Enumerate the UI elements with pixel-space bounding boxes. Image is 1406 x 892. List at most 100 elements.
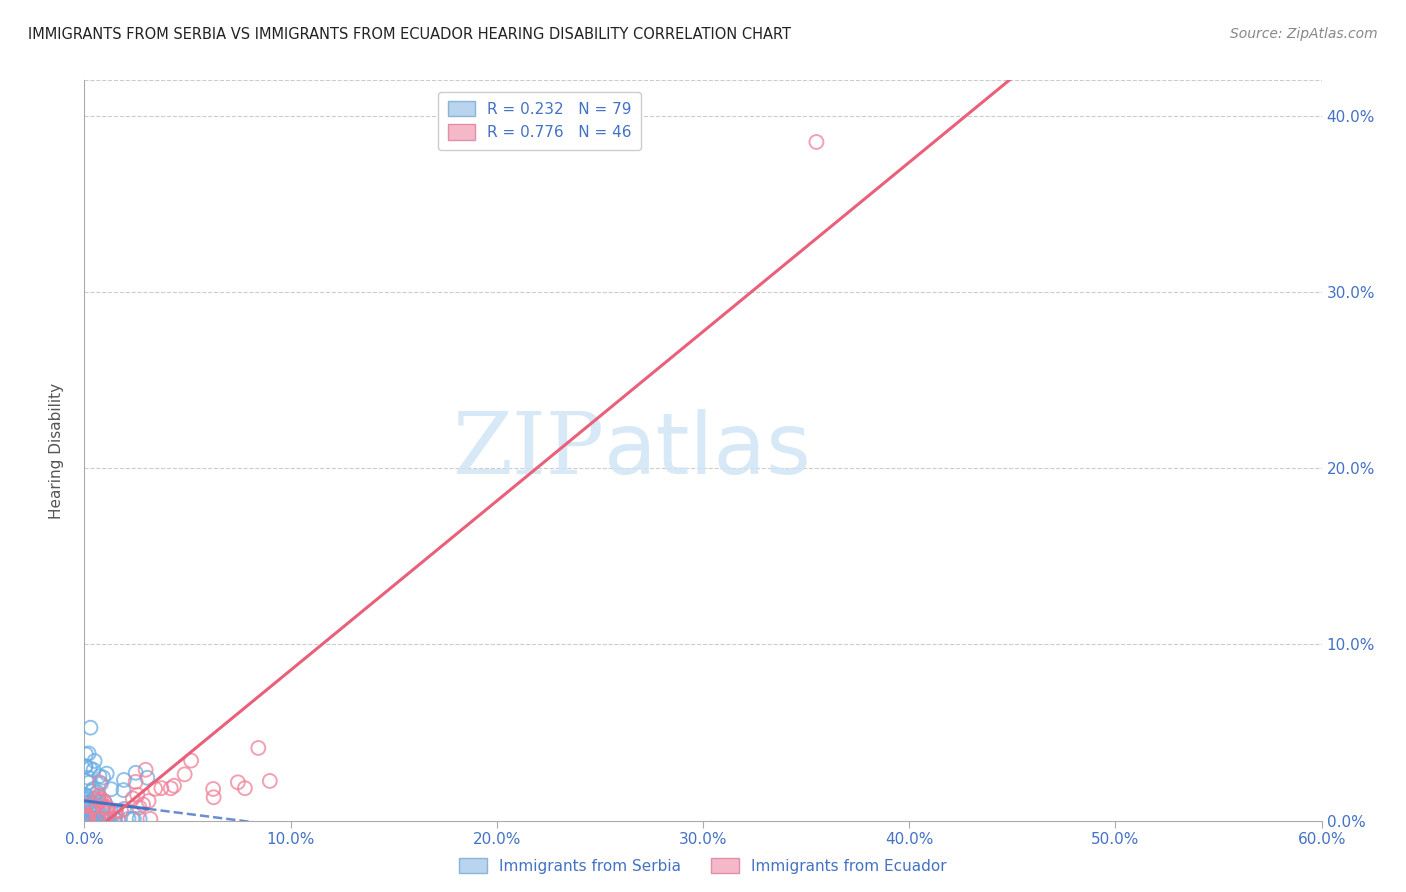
Point [76, 808, 98, 822]
Point [75, 747, 97, 762]
Point [76, 789, 98, 804]
Point [86, 812, 108, 826]
Point [80, 812, 103, 826]
Point [83, 763, 105, 777]
Point [86, 792, 108, 806]
Point [180, 754, 202, 768]
Point [84, 793, 107, 807]
Point [73, 812, 96, 826]
Point [128, 800, 150, 814]
Point [107, 812, 129, 826]
Point [259, 774, 281, 789]
Point [247, 741, 270, 756]
Point [76, 812, 98, 826]
Point [75, 812, 97, 826]
Point [80, 812, 103, 826]
Point [77, 812, 100, 826]
Point [75, 810, 97, 824]
Point [84, 797, 107, 812]
Point [83, 754, 105, 768]
Point [163, 779, 186, 793]
Point [80, 812, 103, 826]
Text: atlas: atlas [605, 409, 813, 492]
Point [91, 812, 114, 826]
Point [75, 759, 97, 773]
Point [83, 805, 105, 819]
Point [127, 788, 149, 802]
Point [104, 804, 127, 818]
Point [87, 812, 110, 826]
Point [93, 810, 115, 824]
Point [132, 797, 155, 812]
Point [79, 796, 101, 810]
Point [143, 781, 166, 796]
Point [91, 771, 114, 785]
Point [80, 812, 103, 826]
Point [83, 812, 105, 826]
Point [150, 781, 173, 796]
Point [159, 781, 181, 796]
Point [83, 791, 105, 805]
Point [233, 781, 256, 796]
Point [87, 789, 110, 804]
Point [79, 761, 101, 775]
Point [73, 812, 96, 826]
Point [82, 782, 104, 797]
Point [96, 766, 118, 780]
Point [122, 812, 145, 826]
Point [112, 802, 135, 816]
Point [77, 747, 100, 761]
Legend: Immigrants from Serbia, Immigrants from Ecuador: Immigrants from Serbia, Immigrants from … [453, 852, 953, 880]
Point [96, 801, 118, 815]
Point [98, 812, 121, 826]
Point [90, 777, 112, 791]
Point [104, 806, 127, 821]
Point [202, 782, 225, 797]
Point [80, 784, 103, 798]
Point [110, 804, 132, 818]
Point [73, 802, 96, 816]
Point [96, 800, 118, 814]
Point [202, 790, 225, 805]
Point [97, 804, 120, 818]
Point [84, 812, 107, 826]
Point [83, 812, 105, 826]
Point [125, 765, 148, 780]
Point [112, 783, 135, 797]
Point [112, 772, 135, 787]
Point [86, 785, 108, 799]
Point [90, 792, 112, 806]
Point [136, 771, 159, 785]
Text: IMMIGRANTS FROM SERBIA VS IMMIGRANTS FROM ECUADOR HEARING DISABILITY CORRELATION: IMMIGRANTS FROM SERBIA VS IMMIGRANTS FRO… [28, 27, 792, 42]
Point [73, 805, 96, 820]
Point [84, 812, 107, 826]
Point [94, 812, 117, 826]
Point [100, 782, 122, 797]
Point [173, 767, 195, 781]
Point [83, 812, 105, 826]
Point [93, 805, 115, 820]
Point [121, 791, 143, 805]
Point [82, 799, 104, 814]
Point [75, 812, 97, 826]
Point [96, 812, 118, 826]
Point [77, 771, 100, 785]
Point [75, 788, 97, 802]
Point [86, 812, 108, 826]
Point [124, 774, 146, 789]
Point [89, 769, 111, 783]
Point [80, 812, 103, 826]
Point [76, 792, 98, 806]
Point [91, 812, 114, 826]
Point [79, 795, 101, 809]
Point [91, 799, 114, 814]
Point [77, 811, 100, 825]
Point [89, 794, 111, 808]
Point [97, 812, 120, 826]
Point [87, 812, 110, 826]
Text: Source: ZipAtlas.com: Source: ZipAtlas.com [1230, 27, 1378, 41]
Point [75, 759, 97, 773]
Point [82, 812, 104, 826]
Point [79, 721, 101, 735]
Point [86, 812, 108, 826]
